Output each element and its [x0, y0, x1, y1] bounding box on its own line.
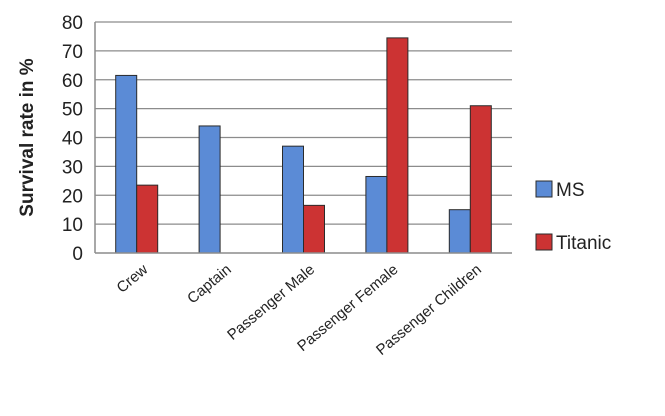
bar-titanic-4	[469, 105, 492, 254]
y-tick-label: 20	[62, 186, 83, 207]
y-tick-labels: 0 10 20 30 40 50 60 70 80	[62, 13, 83, 265]
x-category-label: Passenger Male	[224, 261, 318, 344]
y-tick-label: 0	[72, 244, 83, 265]
legend: MS Titanic	[535, 180, 611, 254]
y-tick-label: 10	[62, 215, 83, 236]
bar-ms-2	[282, 145, 304, 254]
legend-label-ms: MS	[556, 180, 585, 201]
y-tick-label: 40	[62, 129, 83, 150]
bar-titanic-2	[303, 204, 325, 254]
bar-titanic-0	[136, 184, 159, 254]
y-tick-label: 70	[62, 42, 83, 63]
bars	[115, 37, 492, 254]
x-category-label: Crew	[114, 261, 152, 297]
legend-swatch-titanic	[535, 233, 553, 251]
bar-ms-3	[365, 175, 388, 254]
axes	[94, 22, 512, 254]
y-tick-label: 30	[62, 157, 83, 178]
y-tick-label: 80	[62, 13, 83, 34]
legend-swatch-ms	[535, 180, 553, 198]
bar-ms-0	[115, 74, 138, 254]
legend-label-titanic: Titanic	[556, 233, 611, 254]
y-axis-label: Survival rate in %	[17, 58, 38, 217]
y-tick-label: 60	[62, 71, 83, 92]
y-tick-label: 50	[62, 100, 83, 121]
bar-ms-1	[198, 125, 221, 254]
bar-ms-4	[448, 209, 471, 254]
bar-titanic-3	[386, 37, 409, 254]
x-category-label: Captain	[184, 261, 235, 307]
